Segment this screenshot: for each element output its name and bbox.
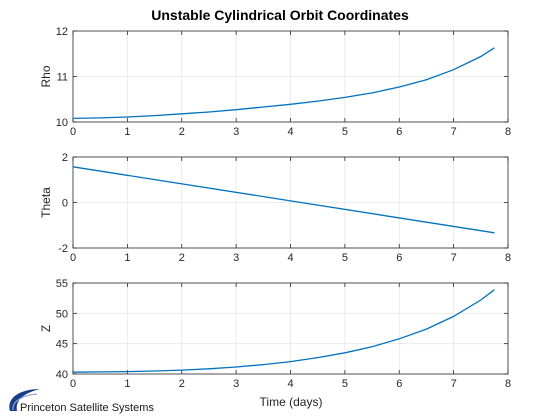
x-tick-label: 1: [124, 126, 130, 138]
y-tick-label: 0: [62, 198, 68, 210]
x-tick-label: 5: [342, 252, 348, 264]
y-tick-label: 50: [56, 308, 68, 320]
y-tick-label: 12: [56, 26, 68, 38]
x-tick-label: 0: [70, 378, 76, 390]
x-tick-label: 6: [396, 126, 402, 138]
y-tick-label: -2: [58, 243, 68, 255]
series-line-z: [72, 289, 495, 373]
x-tick-label: 3: [233, 126, 239, 138]
x-tick-label: 2: [179, 378, 185, 390]
x-tick-label: 0: [70, 126, 76, 138]
y-tick-label: 55: [56, 278, 68, 290]
y-tick-label: 2: [62, 152, 68, 164]
x-tick-label: 7: [451, 378, 457, 390]
series-line-theta: [72, 166, 495, 234]
x-tick-label: 5: [342, 126, 348, 138]
x-tick-label: 4: [287, 378, 293, 390]
x-tick-label: 3: [233, 378, 239, 390]
x-tick-label: 3: [233, 252, 239, 264]
logo-text: Princeton Satellite Systems: [20, 402, 154, 414]
x-tick-label: 8: [505, 378, 511, 390]
x-tick-label: 4: [287, 252, 293, 264]
x-tick-label: 1: [124, 252, 130, 264]
x-tick-label: 6: [396, 378, 402, 390]
y-axis-label: Theta: [39, 187, 53, 218]
x-tick-label: 0: [70, 252, 76, 264]
x-tick-label: 2: [179, 126, 185, 138]
series-line-rho: [72, 47, 495, 120]
y-tick-label: 10: [56, 117, 68, 129]
x-tick-label: 6: [396, 252, 402, 264]
y-axis-label: Rho: [39, 65, 53, 87]
x-tick-label: 4: [287, 126, 293, 138]
x-tick-label: 8: [505, 126, 511, 138]
x-tick-label: 2: [179, 252, 185, 264]
x-tick-label: 1: [124, 378, 130, 390]
y-tick-label: 11: [57, 72, 68, 84]
y-tick-label: 40: [56, 369, 68, 381]
y-axis-label: Z: [39, 325, 53, 332]
logo-swoosh-icon: [9, 389, 40, 411]
chart-title: Unstable Cylindrical Orbit Coordinates: [151, 7, 409, 23]
x-tick-label: 7: [451, 252, 457, 264]
x-tick-label: 7: [451, 126, 457, 138]
y-tick-label: 45: [56, 339, 68, 351]
x-tick-label: 8: [505, 252, 511, 264]
psslogo: Princeton Satellite Systems: [9, 389, 154, 414]
x-axis-label: Time (days): [260, 395, 323, 409]
x-tick-label: 5: [342, 378, 348, 390]
